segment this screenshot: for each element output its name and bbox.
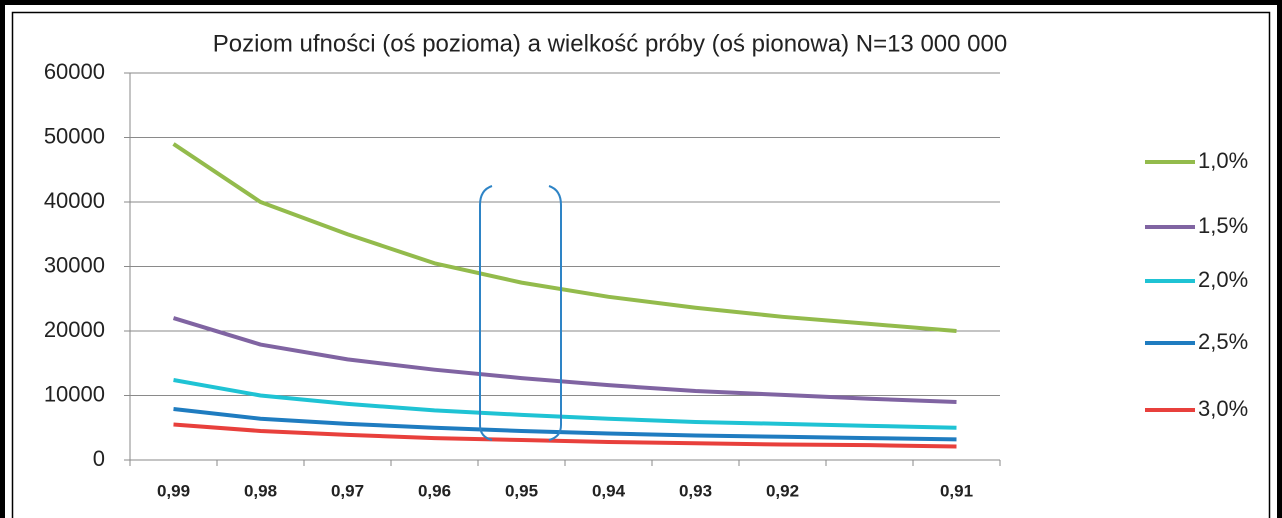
series-line <box>173 378 957 430</box>
x-tick-label: 0,93 <box>679 481 712 500</box>
right-bracket <box>548 185 562 441</box>
legend-label: 2,0% <box>1198 267 1248 292</box>
x-tick-label: 0,92 <box>766 481 799 500</box>
series-line <box>173 407 957 442</box>
y-tick-label: 20000 <box>44 317 105 342</box>
bracket-annotation <box>479 185 562 441</box>
legend-label: 3,0% <box>1198 396 1248 421</box>
legend-label: 1,5% <box>1198 213 1248 238</box>
series-line <box>172 142 957 333</box>
y-tick-label: 50000 <box>44 123 105 148</box>
legend-label: 1,0% <box>1198 148 1248 173</box>
series-line <box>173 422 957 449</box>
x-tick-label: 0,91 <box>940 481 973 500</box>
y-tick-label: 0 <box>93 446 105 471</box>
x-tick-label: 0,97 <box>331 481 364 500</box>
y-tick-label: 40000 <box>44 188 105 213</box>
legend-label: 2,5% <box>1198 329 1248 354</box>
y-tick-label: 10000 <box>44 381 105 406</box>
y-tick-label: 30000 <box>44 252 105 277</box>
x-tick-label: 0,99 <box>157 481 190 500</box>
chart-title: Poziom ufności (oś pozioma) a wielkość p… <box>213 30 1007 57</box>
x-tick-label: 0,94 <box>592 481 626 500</box>
x-tick-label: 0,96 <box>418 481 451 500</box>
left-bracket <box>479 185 493 441</box>
inner-frame <box>11 11 1271 518</box>
x-tick-label: 0,95 <box>505 481 538 500</box>
y-tick-label: 60000 <box>44 59 105 84</box>
series-line <box>172 316 957 404</box>
x-tick-label: 0,98 <box>244 481 277 500</box>
